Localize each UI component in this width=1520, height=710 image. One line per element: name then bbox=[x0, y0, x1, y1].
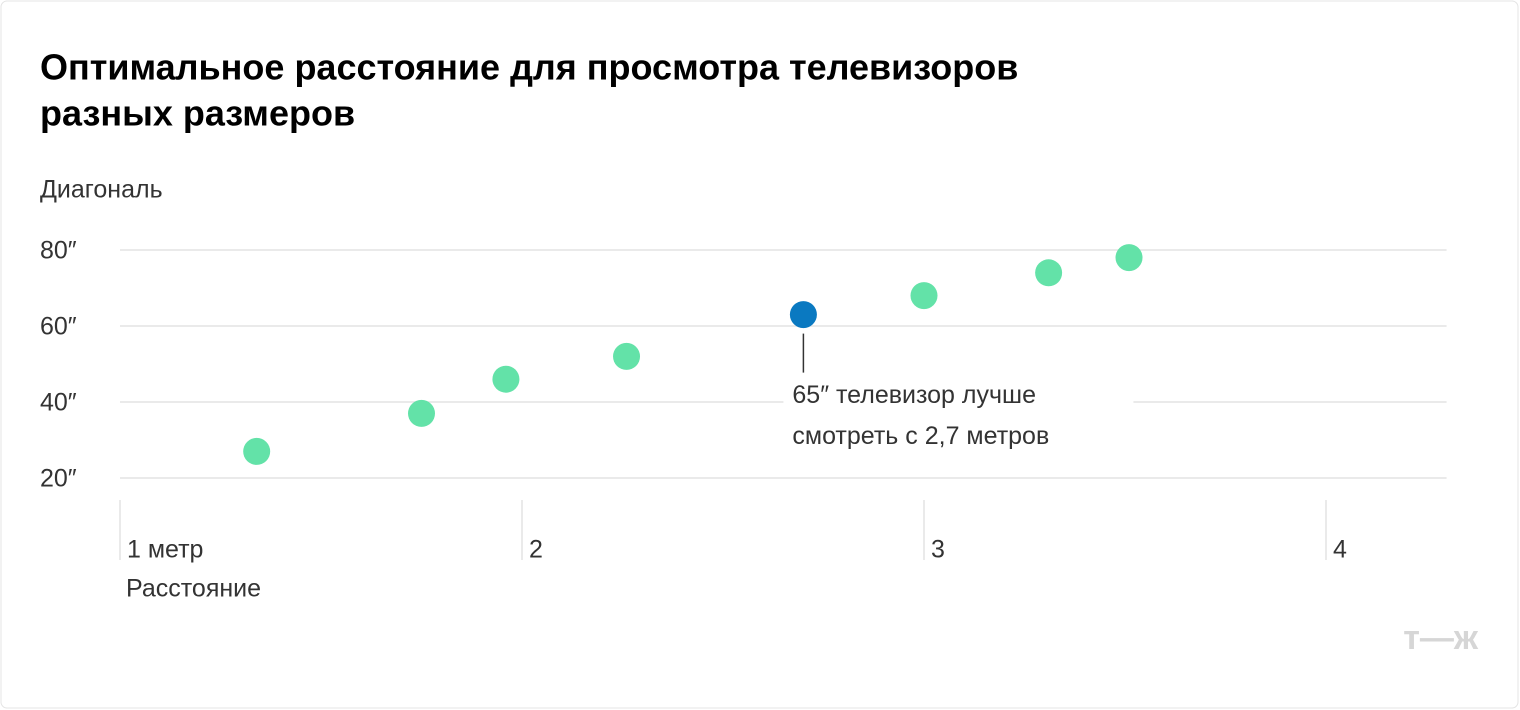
point bbox=[243, 437, 271, 465]
annotation-bg bbox=[783, 376, 1134, 465]
annotation-text: 65″ телевизор лучше bbox=[792, 381, 1036, 409]
y-tick-label: 20″ bbox=[40, 465, 77, 493]
point bbox=[910, 282, 938, 310]
y-axis-label: Диагональ bbox=[40, 176, 163, 204]
x-tick-label: 4 bbox=[1333, 536, 1347, 564]
point bbox=[1035, 259, 1063, 287]
chart-title: разных размеров bbox=[40, 93, 355, 134]
logo: т—ж bbox=[1403, 619, 1479, 657]
point bbox=[789, 301, 817, 329]
point bbox=[408, 399, 435, 427]
x-tick-label: 2 bbox=[529, 536, 543, 564]
point bbox=[492, 365, 520, 393]
x-tick-label: 1 метр bbox=[127, 536, 203, 564]
chart-title: Оптимальное расстояние для просмотра тел… bbox=[40, 47, 1018, 88]
y-tick-label: 60″ bbox=[40, 313, 77, 341]
y-tick-label: 80″ bbox=[40, 237, 77, 265]
point bbox=[1115, 244, 1143, 272]
y-tick-label: 40″ bbox=[40, 389, 77, 417]
x-tick-label: 3 bbox=[931, 536, 945, 564]
annotation-text: смотреть с 2,7 метров bbox=[792, 422, 1049, 450]
x-axis-label: Расстояние bbox=[126, 575, 261, 603]
point bbox=[613, 342, 641, 370]
